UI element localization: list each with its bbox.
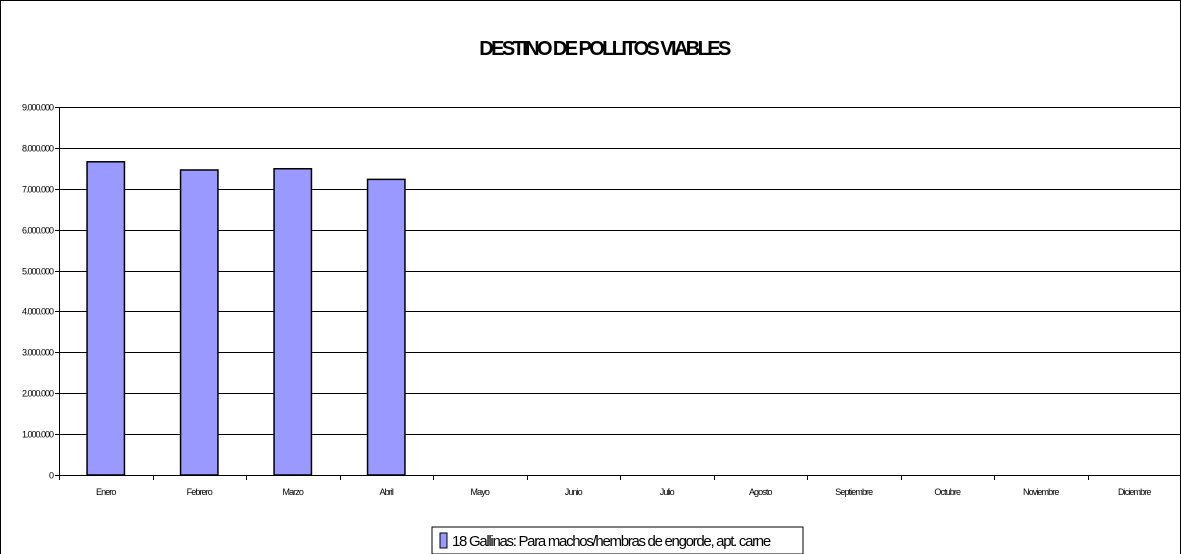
y-tick-label: 2.000.000: [22, 389, 54, 399]
x-tick-label: Enero: [96, 487, 116, 497]
legend-label: 18 Gallinas: Para machos/hembras de engo…: [452, 533, 771, 550]
y-tick-label: 7.000.000: [22, 185, 54, 195]
legend-box: [431, 526, 804, 554]
grid: [59, 107, 1181, 476]
y-tick-label: 9.000.000: [22, 103, 54, 113]
y-tick-label: 3.000.000: [22, 348, 54, 358]
x-tick-label: Julio: [660, 487, 675, 497]
bar: [366, 178, 406, 476]
x-tick-label: Octubre: [934, 487, 961, 497]
y-tick-label: 6.000.000: [22, 226, 54, 236]
x-tick-label: Mayo: [471, 487, 490, 497]
x-tick-label: Agosto: [749, 487, 773, 497]
bars: [86, 161, 406, 476]
x-tick-label: Noviembre: [1023, 487, 1059, 497]
x-tick-label: Septiembre: [835, 487, 873, 497]
x-tick-label: Febrero: [187, 487, 213, 497]
y-tick-label: 1.000.000: [22, 430, 54, 440]
y-tick-label: 0: [49, 471, 54, 481]
x-tick-label: Marzo: [282, 487, 303, 497]
y-axis: 0 1.000.000 2.000.000 3.000.000 4.000.000 5.0…: [22, 103, 60, 481]
x-axis: Enero Febrero Marzo Abril Mayo Junio Julio Agos…: [59, 475, 1152, 497]
bar: [179, 169, 219, 476]
y-tick-label: 8.000.000: [22, 144, 54, 154]
legend-swatch: [439, 532, 448, 549]
chart-title: DESTINO DE POLLITOS VIABLES: [479, 38, 731, 60]
x-tick-label: Junio: [565, 487, 583, 497]
x-tick-label: Abril: [379, 487, 393, 497]
x-tick-label: Diciembre: [1118, 487, 1151, 497]
y-tick-label: 4.000.000: [22, 307, 54, 317]
legend: 18 Gallinas: Para machos/hembras de engo…: [431, 526, 804, 554]
bar: [273, 167, 313, 476]
y-tick-label: 5.000.000: [22, 267, 54, 277]
bar: [86, 161, 126, 476]
